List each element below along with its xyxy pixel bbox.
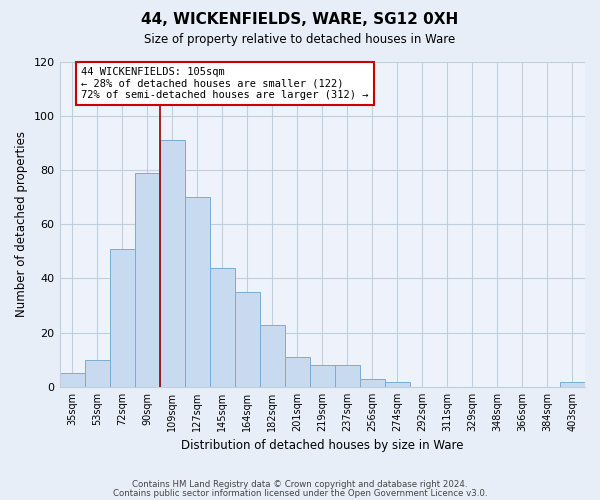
Bar — [260, 324, 285, 387]
Text: 44 WICKENFIELDS: 105sqm
← 28% of detached houses are smaller (122)
72% of semi-d: 44 WICKENFIELDS: 105sqm ← 28% of detache… — [81, 67, 368, 100]
Bar — [360, 379, 385, 387]
Text: Size of property relative to detached houses in Ware: Size of property relative to detached ho… — [145, 32, 455, 46]
Bar — [310, 365, 335, 387]
Text: 44, WICKENFIELDS, WARE, SG12 0XH: 44, WICKENFIELDS, WARE, SG12 0XH — [142, 12, 458, 28]
Bar — [134, 172, 160, 387]
Bar — [335, 365, 360, 387]
Bar — [85, 360, 110, 387]
Text: Contains HM Land Registry data © Crown copyright and database right 2024.: Contains HM Land Registry data © Crown c… — [132, 480, 468, 489]
X-axis label: Distribution of detached houses by size in Ware: Distribution of detached houses by size … — [181, 440, 464, 452]
Text: Contains public sector information licensed under the Open Government Licence v3: Contains public sector information licen… — [113, 488, 487, 498]
Bar — [209, 268, 235, 387]
Bar — [285, 357, 310, 387]
Bar — [185, 197, 209, 387]
Bar — [385, 382, 410, 387]
Bar — [110, 248, 134, 387]
Y-axis label: Number of detached properties: Number of detached properties — [15, 131, 28, 317]
Bar — [59, 374, 85, 387]
Bar — [235, 292, 260, 387]
Bar — [560, 382, 585, 387]
Bar — [160, 140, 185, 387]
